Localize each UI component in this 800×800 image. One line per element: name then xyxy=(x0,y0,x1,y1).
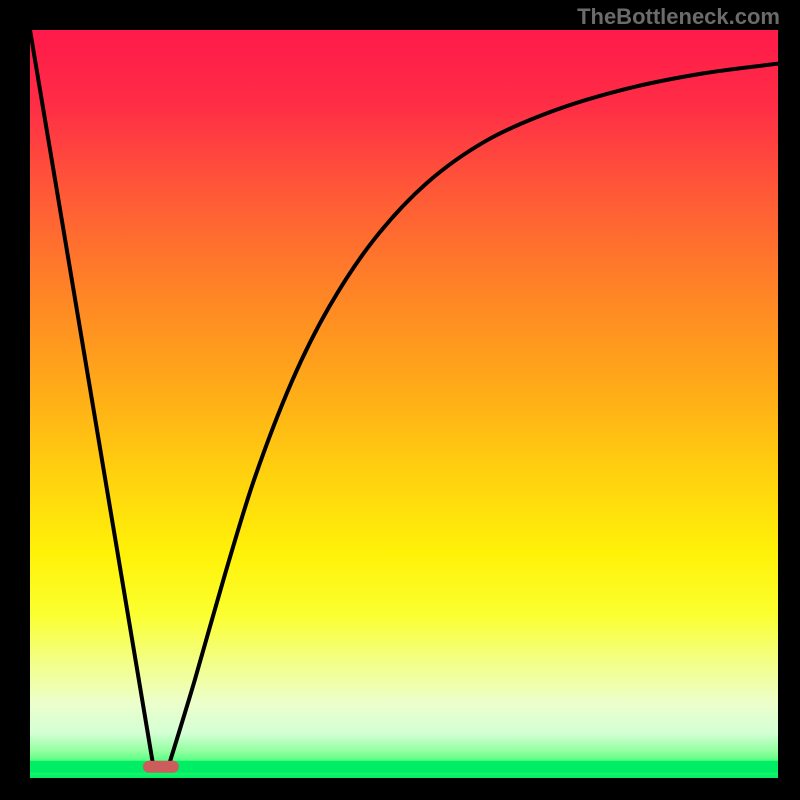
bottleneck-marker xyxy=(143,761,179,773)
gradient-background xyxy=(30,30,778,778)
bottleneck-chart xyxy=(30,30,778,778)
watermark-text: TheBottleneck.com xyxy=(577,4,780,30)
green-bottom-band xyxy=(30,761,778,773)
chart-svg xyxy=(30,30,778,778)
